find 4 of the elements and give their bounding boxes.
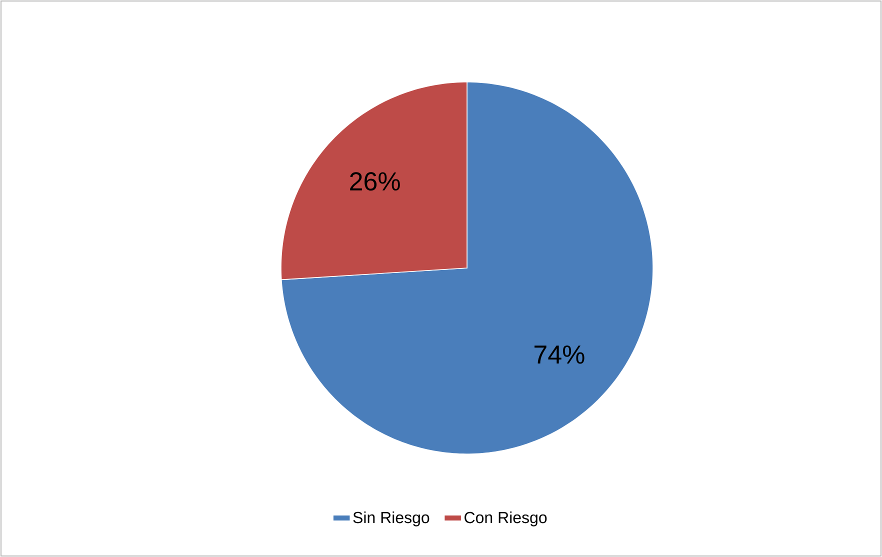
legend-label: Sin Riesgo: [353, 511, 430, 526]
data-label: 74%: [534, 346, 584, 364]
data-label: 26%: [350, 172, 400, 191]
legend-label: Con Riesgo: [464, 511, 547, 526]
